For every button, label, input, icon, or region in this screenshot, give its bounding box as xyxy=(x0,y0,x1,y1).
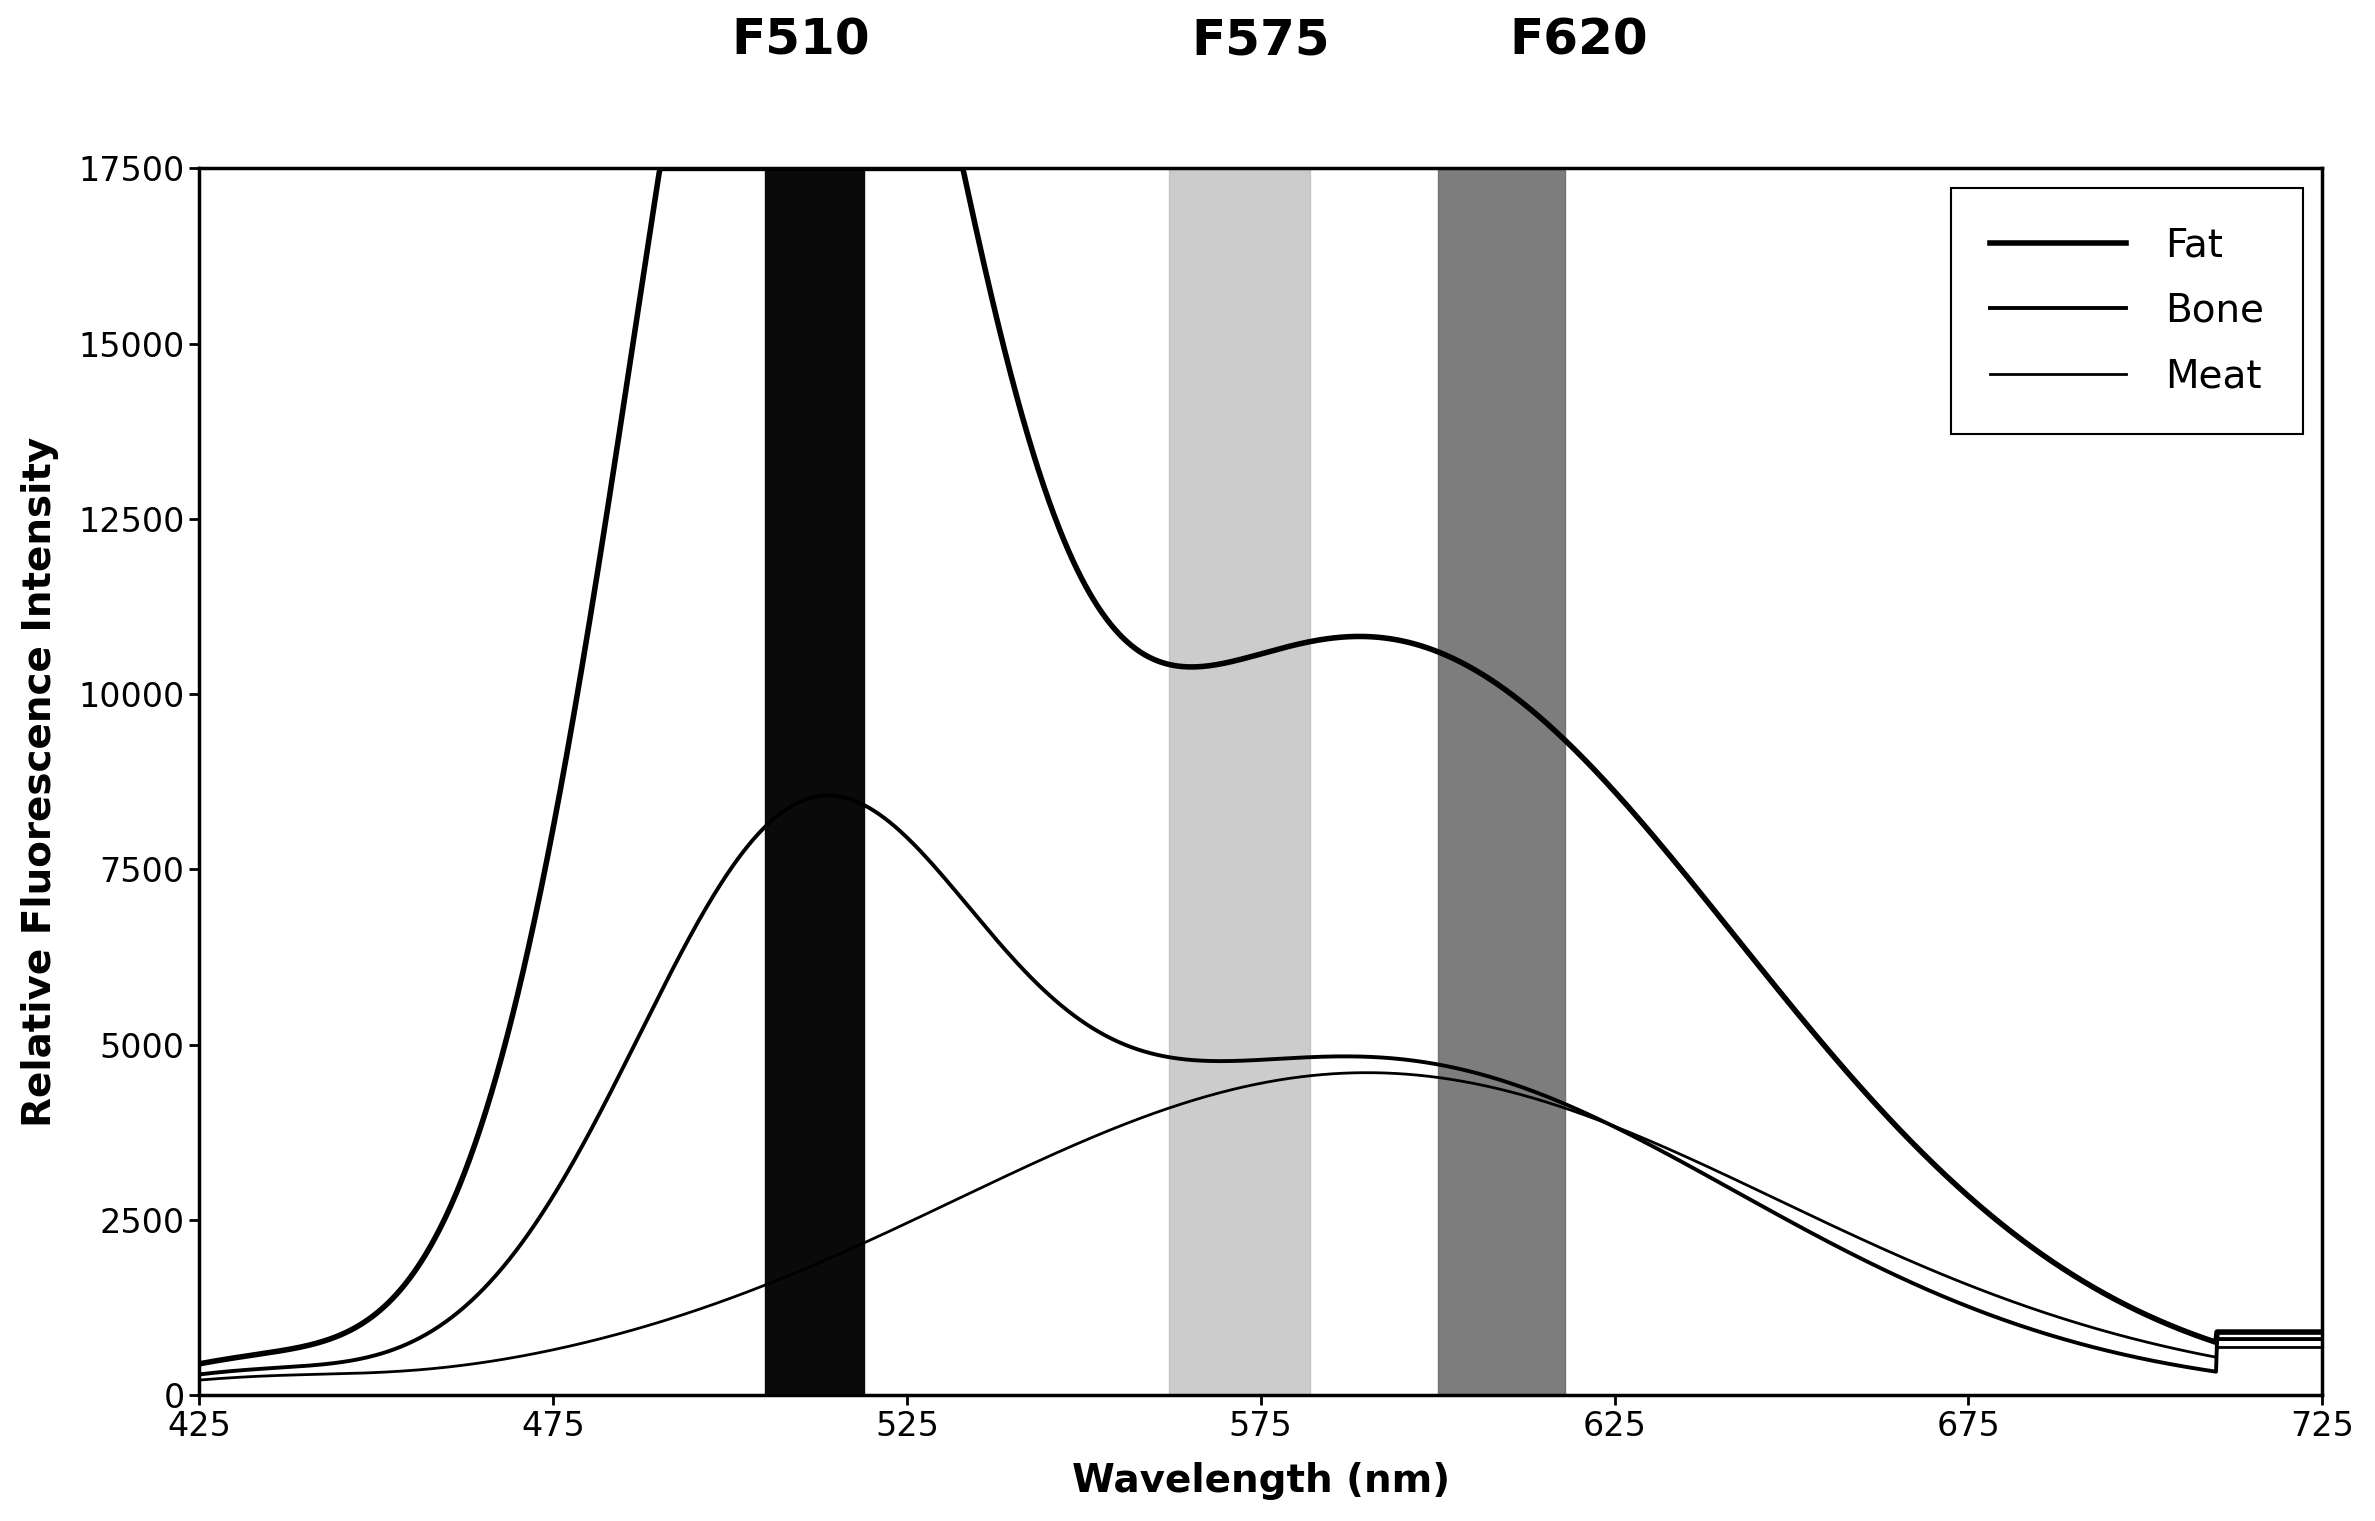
Legend: Fat, Bone, Meat: Fat, Bone, Meat xyxy=(1950,187,2304,433)
Bar xyxy=(1168,169,1311,1395)
Bar xyxy=(765,169,864,1395)
Bar xyxy=(1437,169,1565,1395)
Text: F510: F510 xyxy=(732,17,869,64)
Text: F620: F620 xyxy=(1510,17,1648,64)
X-axis label: Wavelength (nm): Wavelength (nm) xyxy=(1071,1462,1449,1500)
Y-axis label: Relative Fluorescence Intensity: Relative Fluorescence Intensity xyxy=(21,437,59,1127)
Text: F575: F575 xyxy=(1192,17,1330,64)
